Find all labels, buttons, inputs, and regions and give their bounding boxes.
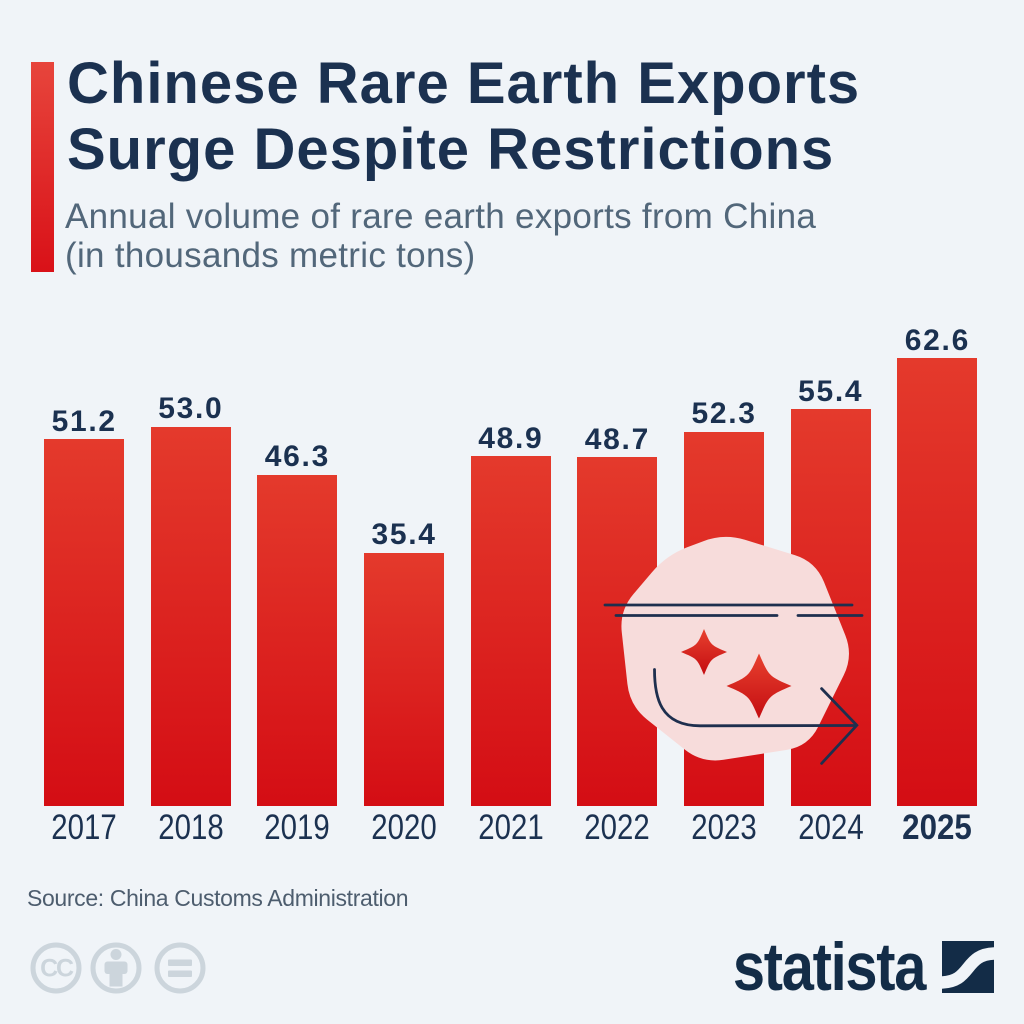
svg-text:CC: CC [40, 955, 74, 983]
